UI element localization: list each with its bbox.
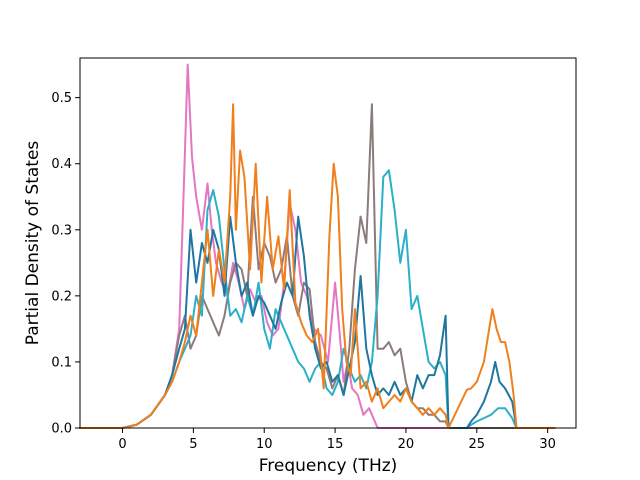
x-tick-label: 30 bbox=[539, 437, 556, 452]
y-tick-label: 0.0 bbox=[51, 422, 72, 437]
x-tick-label: 25 bbox=[469, 437, 486, 452]
x-tick-label: 10 bbox=[256, 437, 273, 452]
axes-border bbox=[79, 57, 577, 429]
x-tick-label: 15 bbox=[327, 437, 344, 452]
x-axis-label: Frequency (THz) bbox=[259, 456, 398, 476]
y-axis-label: Partial Density of States bbox=[23, 141, 43, 346]
x-axis-ticks: 0 5 10 15 20 25 30 bbox=[118, 428, 556, 452]
y-tick-label: 0.3 bbox=[51, 223, 72, 238]
series-line-5 bbox=[79, 103, 556, 429]
y-tick-label: 0.5 bbox=[51, 91, 72, 106]
y-tick-label: 0.2 bbox=[51, 289, 72, 304]
series-lines bbox=[79, 63, 556, 429]
y-axis-ticks: 0.0 0.1 0.2 0.3 0.4 0.5 bbox=[51, 91, 80, 437]
x-tick-label: 20 bbox=[398, 437, 415, 452]
plot-area bbox=[79, 57, 577, 429]
x-tick-label: 5 bbox=[189, 437, 197, 452]
x-tick-label: 0 bbox=[118, 437, 126, 452]
y-tick-label: 0.1 bbox=[51, 355, 72, 370]
y-tick-label: 0.4 bbox=[51, 157, 72, 172]
